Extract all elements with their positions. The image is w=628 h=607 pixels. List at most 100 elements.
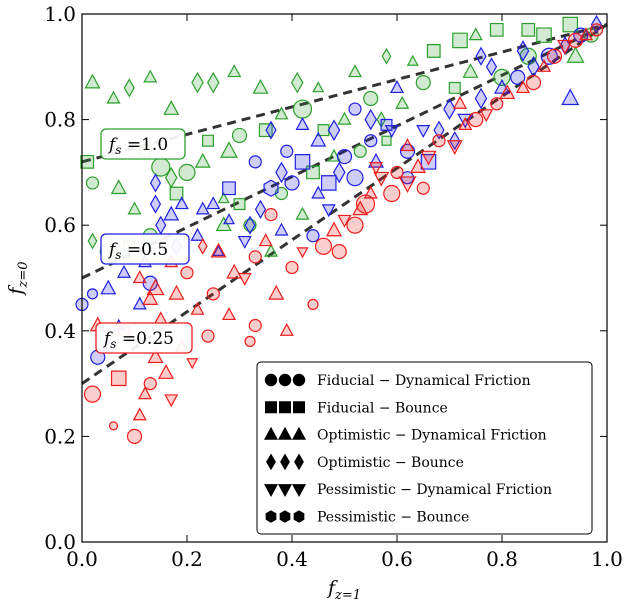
data-point-triangle-up [561, 88, 580, 106]
data-point-triangle-up [132, 407, 147, 421]
data-point-triangle-up [137, 386, 153, 400]
data-point-diamond [275, 161, 288, 184]
data-point-circle [346, 169, 364, 187]
data-point-triangle-down [321, 204, 336, 218]
data-point-diamond [474, 87, 488, 110]
axis-labels: fz=1 fz=0 [5, 261, 361, 603]
data-point-circle [364, 134, 378, 148]
data-point-circle [284, 175, 300, 191]
data-point-triangle-up [110, 179, 127, 195]
y-tick-label: 0.2 [44, 424, 76, 448]
data-point-triangle-up [174, 196, 189, 210]
data-point-circle [108, 421, 119, 431]
data-point-square [489, 22, 504, 37]
data-point-triangle-up [142, 290, 159, 305]
data-point-triangle-up [163, 100, 180, 115]
data-point-triangle-up [163, 205, 180, 221]
data-point-triangle-up [116, 264, 132, 278]
data-point-circle [292, 99, 313, 119]
reference-line-labels: fs =1.0 fs =0.5 fs =0.25 [95, 128, 193, 354]
y-tick-label: 0.4 [44, 319, 76, 343]
legend-entry-label: Optimistic − Dynamical Friction [317, 428, 547, 444]
data-point-triangle-up [268, 284, 285, 300]
data-point-triangle-up [206, 196, 221, 210]
y-axis-label: fz=0 [5, 261, 31, 296]
data-point-circle [540, 47, 558, 65]
data-point-triangle-up [468, 27, 483, 41]
data-point-triangle-down [237, 235, 252, 249]
data-point-circle [264, 208, 278, 222]
data-point-circle [248, 250, 262, 264]
data-point-triangle-up [409, 158, 427, 173]
data-point-triangle-up [194, 152, 211, 168]
data-point-hexagon [263, 179, 279, 197]
y-tick-label: 0.8 [44, 108, 76, 132]
data-point-diamond [433, 120, 445, 140]
data-point-circle [280, 144, 294, 158]
data-point-triangle-up [210, 242, 227, 258]
data-point-diamond [265, 120, 277, 140]
data-point-triangle-up [221, 307, 237, 321]
legend-marker-square [293, 401, 305, 414]
legend-marker-square [265, 401, 277, 414]
data-point-circle [390, 165, 404, 179]
data-point-circle [126, 428, 143, 444]
data-point-diamond [123, 78, 135, 98]
legend-entry-label: Fiducial − Dynamical Friction [317, 373, 531, 389]
data-point-circle [348, 102, 362, 116]
legend-marker-triangle-up [291, 426, 307, 440]
data-point-square [317, 124, 330, 137]
data-point-circle [206, 287, 220, 301]
data-point-triangle-up [578, 27, 594, 41]
y-tick-label: 0.6 [44, 213, 76, 237]
data-point-triangle-down [416, 125, 431, 139]
legend-marker-triangle-down [263, 484, 279, 498]
data-point-triangle-up [347, 64, 363, 78]
data-point-diamond [87, 232, 98, 250]
y-axis-label-group: fz=0 [5, 261, 31, 296]
data-point-circle [244, 335, 256, 347]
data-point-triangle-down [186, 358, 199, 370]
data-point-circle [201, 329, 215, 343]
legend-entry-label: Optimistic − Bounce [317, 455, 464, 471]
data-point-triangle-up [400, 138, 415, 152]
data-point-circle [353, 144, 367, 158]
data-point-triangle-up [157, 364, 175, 379]
data-point-square [426, 44, 441, 58]
data-point-square [233, 198, 246, 211]
data-point-diamond [590, 14, 603, 35]
data-point-diamond [254, 199, 267, 219]
data-point-diamond [527, 56, 540, 78]
data-point-triangle-up [252, 78, 269, 94]
data-point-circle [151, 157, 171, 177]
data-point-diamond [364, 108, 378, 131]
data-point-triangle-up [536, 58, 552, 72]
data-point-circle [180, 266, 194, 280]
y-tick-label: 1.0 [44, 2, 76, 26]
legend-marker-square [279, 401, 291, 414]
data-point-triangle-up [274, 106, 289, 120]
data-point-square [320, 175, 337, 191]
data-point-circle [331, 244, 347, 260]
legend-marker-triangle-down [291, 484, 307, 498]
data-point-diamond [197, 237, 208, 255]
data-point-triangle-up [143, 69, 158, 83]
legend: Fiducial − Dynamical Friction Fiducial − … [256, 361, 593, 535]
data-point-square [110, 370, 127, 387]
data-point-diamond [381, 47, 392, 65]
data-point-circle [314, 237, 333, 255]
data-point-triangle-up [146, 278, 165, 296]
data-point-diamond [149, 194, 162, 214]
data-point-square [80, 154, 95, 169]
data-point-circle [248, 155, 262, 169]
data-point-diamond [206, 71, 220, 94]
data-point-triangle-up [274, 222, 289, 236]
data-point-square [294, 154, 311, 170]
data-point-triangle-up [337, 111, 352, 125]
data-point-triangle-down [556, 39, 574, 55]
data-point-triangle-down [373, 171, 390, 187]
data-point-triangle-up [499, 84, 516, 100]
data-point-circle [468, 111, 484, 128]
data-point-triangle-up [462, 63, 479, 78]
data-point-triangle-up [295, 206, 310, 220]
